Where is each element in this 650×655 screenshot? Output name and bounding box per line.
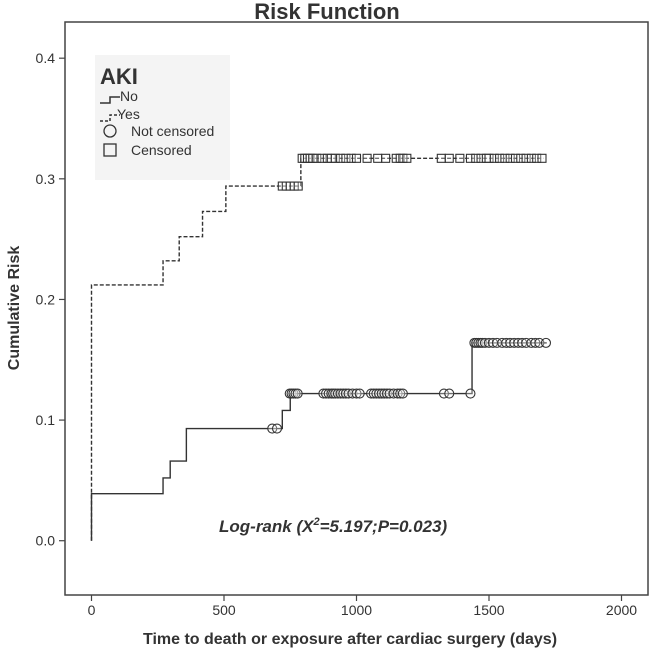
censor-marker-yes — [402, 153, 412, 163]
legend-title: AKI — [100, 64, 138, 89]
censor-marker-no — [368, 388, 379, 399]
censor-marker-no — [330, 388, 341, 399]
censor-marker-yes — [532, 153, 542, 163]
censor-marker-no — [376, 388, 387, 399]
censor-marker-no — [465, 388, 476, 399]
censor-marker-no — [335, 388, 346, 399]
x-tick-label: 1000 — [341, 602, 372, 618]
censor-marker-yes — [381, 153, 391, 163]
censor-marker-yes — [351, 153, 362, 163]
censor-marker-yes — [537, 153, 547, 163]
censor-marker-yes — [489, 153, 499, 163]
legend-background — [95, 55, 230, 180]
x-tick-label: 0 — [88, 602, 96, 618]
censor-marker-no — [332, 388, 344, 399]
censor-marker-yes — [336, 153, 346, 163]
y-tick-label: 0.0 — [36, 533, 56, 549]
censor-marker-no — [271, 423, 283, 434]
x-tick-label: 500 — [212, 602, 236, 618]
censor-marker-no — [292, 388, 303, 399]
series-line-no — [90, 342, 547, 541]
legend-square-icon — [103, 143, 117, 157]
legend-dashed-line-icon — [100, 114, 120, 122]
annotation-suffix: =5.197;P=0.023) — [320, 517, 448, 536]
censor-marker-yes — [312, 153, 322, 163]
censor-marker-yes — [510, 153, 521, 163]
censor-marker-yes — [362, 153, 372, 163]
legend-solid-line-icon — [100, 96, 120, 104]
y-tick-label: 0.1 — [36, 412, 56, 428]
censor-marker-no — [318, 388, 329, 399]
chart-title: Risk Function — [254, 0, 399, 24]
censor-marker-yes — [341, 153, 351, 163]
censor-marker-no — [371, 388, 382, 399]
legend-entry-yes: Yes — [117, 106, 140, 122]
censor-marker-yes — [465, 153, 476, 163]
censor-marker-no — [392, 388, 403, 399]
legend-entry-no: No — [120, 88, 138, 104]
series-line-yes — [90, 157, 544, 541]
censor-marker-no — [395, 388, 406, 399]
censor-marker-no — [351, 388, 362, 399]
y-axis-label: Cumulative Risk — [6, 246, 23, 371]
censor-marker-no — [540, 337, 552, 348]
annotation-prefix: Log-rank (X — [219, 517, 315, 536]
y-tick-label: 0.2 — [36, 291, 56, 307]
censor-marker-no — [354, 388, 365, 399]
censor-marker-yes — [346, 153, 356, 163]
censor-marker-yes — [516, 153, 526, 163]
censor-marker-yes — [293, 181, 303, 191]
censor-marker-yes — [317, 153, 327, 163]
censor-marker-yes — [495, 153, 505, 163]
legend-entry-not-censored: Not censored — [131, 123, 214, 139]
censor-marker-yes — [521, 153, 531, 163]
annotation-superscript: 2 — [312, 516, 319, 528]
censor-marker-yes — [526, 153, 536, 163]
y-tick-label: 0.4 — [36, 50, 56, 66]
censor-marker-yes — [330, 153, 340, 163]
censor-marker-no — [366, 388, 377, 399]
y-tick-label: 0.3 — [36, 171, 56, 187]
censor-marker-yes — [455, 153, 465, 163]
legend-entry-censored: Censored — [131, 142, 192, 158]
censor-marker-yes — [373, 153, 383, 163]
censor-marker-yes — [471, 153, 481, 163]
censor-marker-no — [438, 388, 450, 399]
censor-marker-no — [444, 388, 455, 399]
censor-marker-no — [373, 388, 385, 399]
censor-marker-yes — [505, 153, 515, 163]
legend-circle-icon — [103, 124, 117, 138]
censor-marker-yes — [444, 153, 454, 163]
censor-marker-yes — [436, 153, 446, 163]
censor-marker-yes — [484, 153, 494, 163]
censor-marker-no — [397, 388, 408, 399]
x-axis-label: Time to death or exposure after cardiac … — [143, 631, 557, 648]
censor-marker-yes — [500, 153, 510, 163]
x-tick-label: 2000 — [606, 602, 637, 618]
log-rank-annotation: Log-rank (X2=5.197;P=0.023) — [219, 516, 448, 536]
x-tick-label: 1500 — [473, 602, 504, 618]
